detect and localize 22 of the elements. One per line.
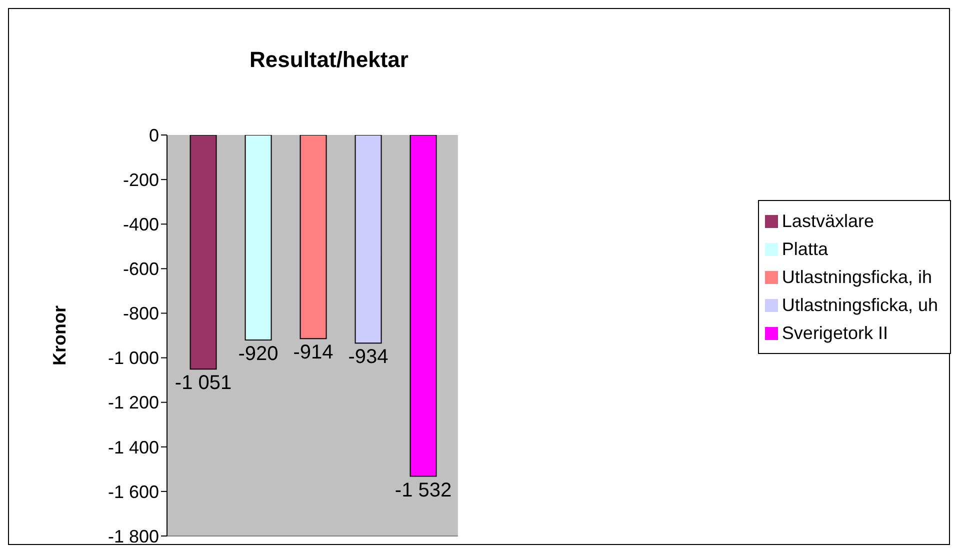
legend-label: Utlastningsficka, ih bbox=[782, 266, 932, 286]
y-tick-label: -800 bbox=[122, 304, 159, 324]
data-label: -914 bbox=[293, 342, 334, 364]
legend-label: Lastväxlare bbox=[782, 210, 874, 230]
y-tick-label: -600 bbox=[122, 259, 159, 280]
data-label: -1 532 bbox=[394, 479, 452, 502]
y-tick-label: -1 200 bbox=[108, 392, 159, 413]
legend-label: Sverigetork II bbox=[782, 322, 888, 342]
chart-title: Resultat/hektar bbox=[248, 47, 410, 73]
y-tick-label: -1 800 bbox=[108, 526, 159, 546]
legend-label: Utlastningsficka, uh bbox=[782, 294, 938, 314]
legend-label: Platta bbox=[782, 238, 828, 258]
y-tick-label: -1 600 bbox=[108, 482, 159, 502]
data-label: -1 051 bbox=[174, 372, 232, 394]
y-axis-title: Kronor bbox=[49, 306, 70, 366]
y-tick-label: 0 bbox=[148, 125, 159, 146]
y-tick-label: -200 bbox=[122, 170, 159, 190]
y-tick-label: -1 000 bbox=[108, 348, 159, 368]
y-tick-label: -1 400 bbox=[108, 437, 159, 458]
y-tick-label: -400 bbox=[122, 214, 159, 234]
data-label: -934 bbox=[348, 346, 388, 368]
data-label: -920 bbox=[238, 342, 278, 365]
